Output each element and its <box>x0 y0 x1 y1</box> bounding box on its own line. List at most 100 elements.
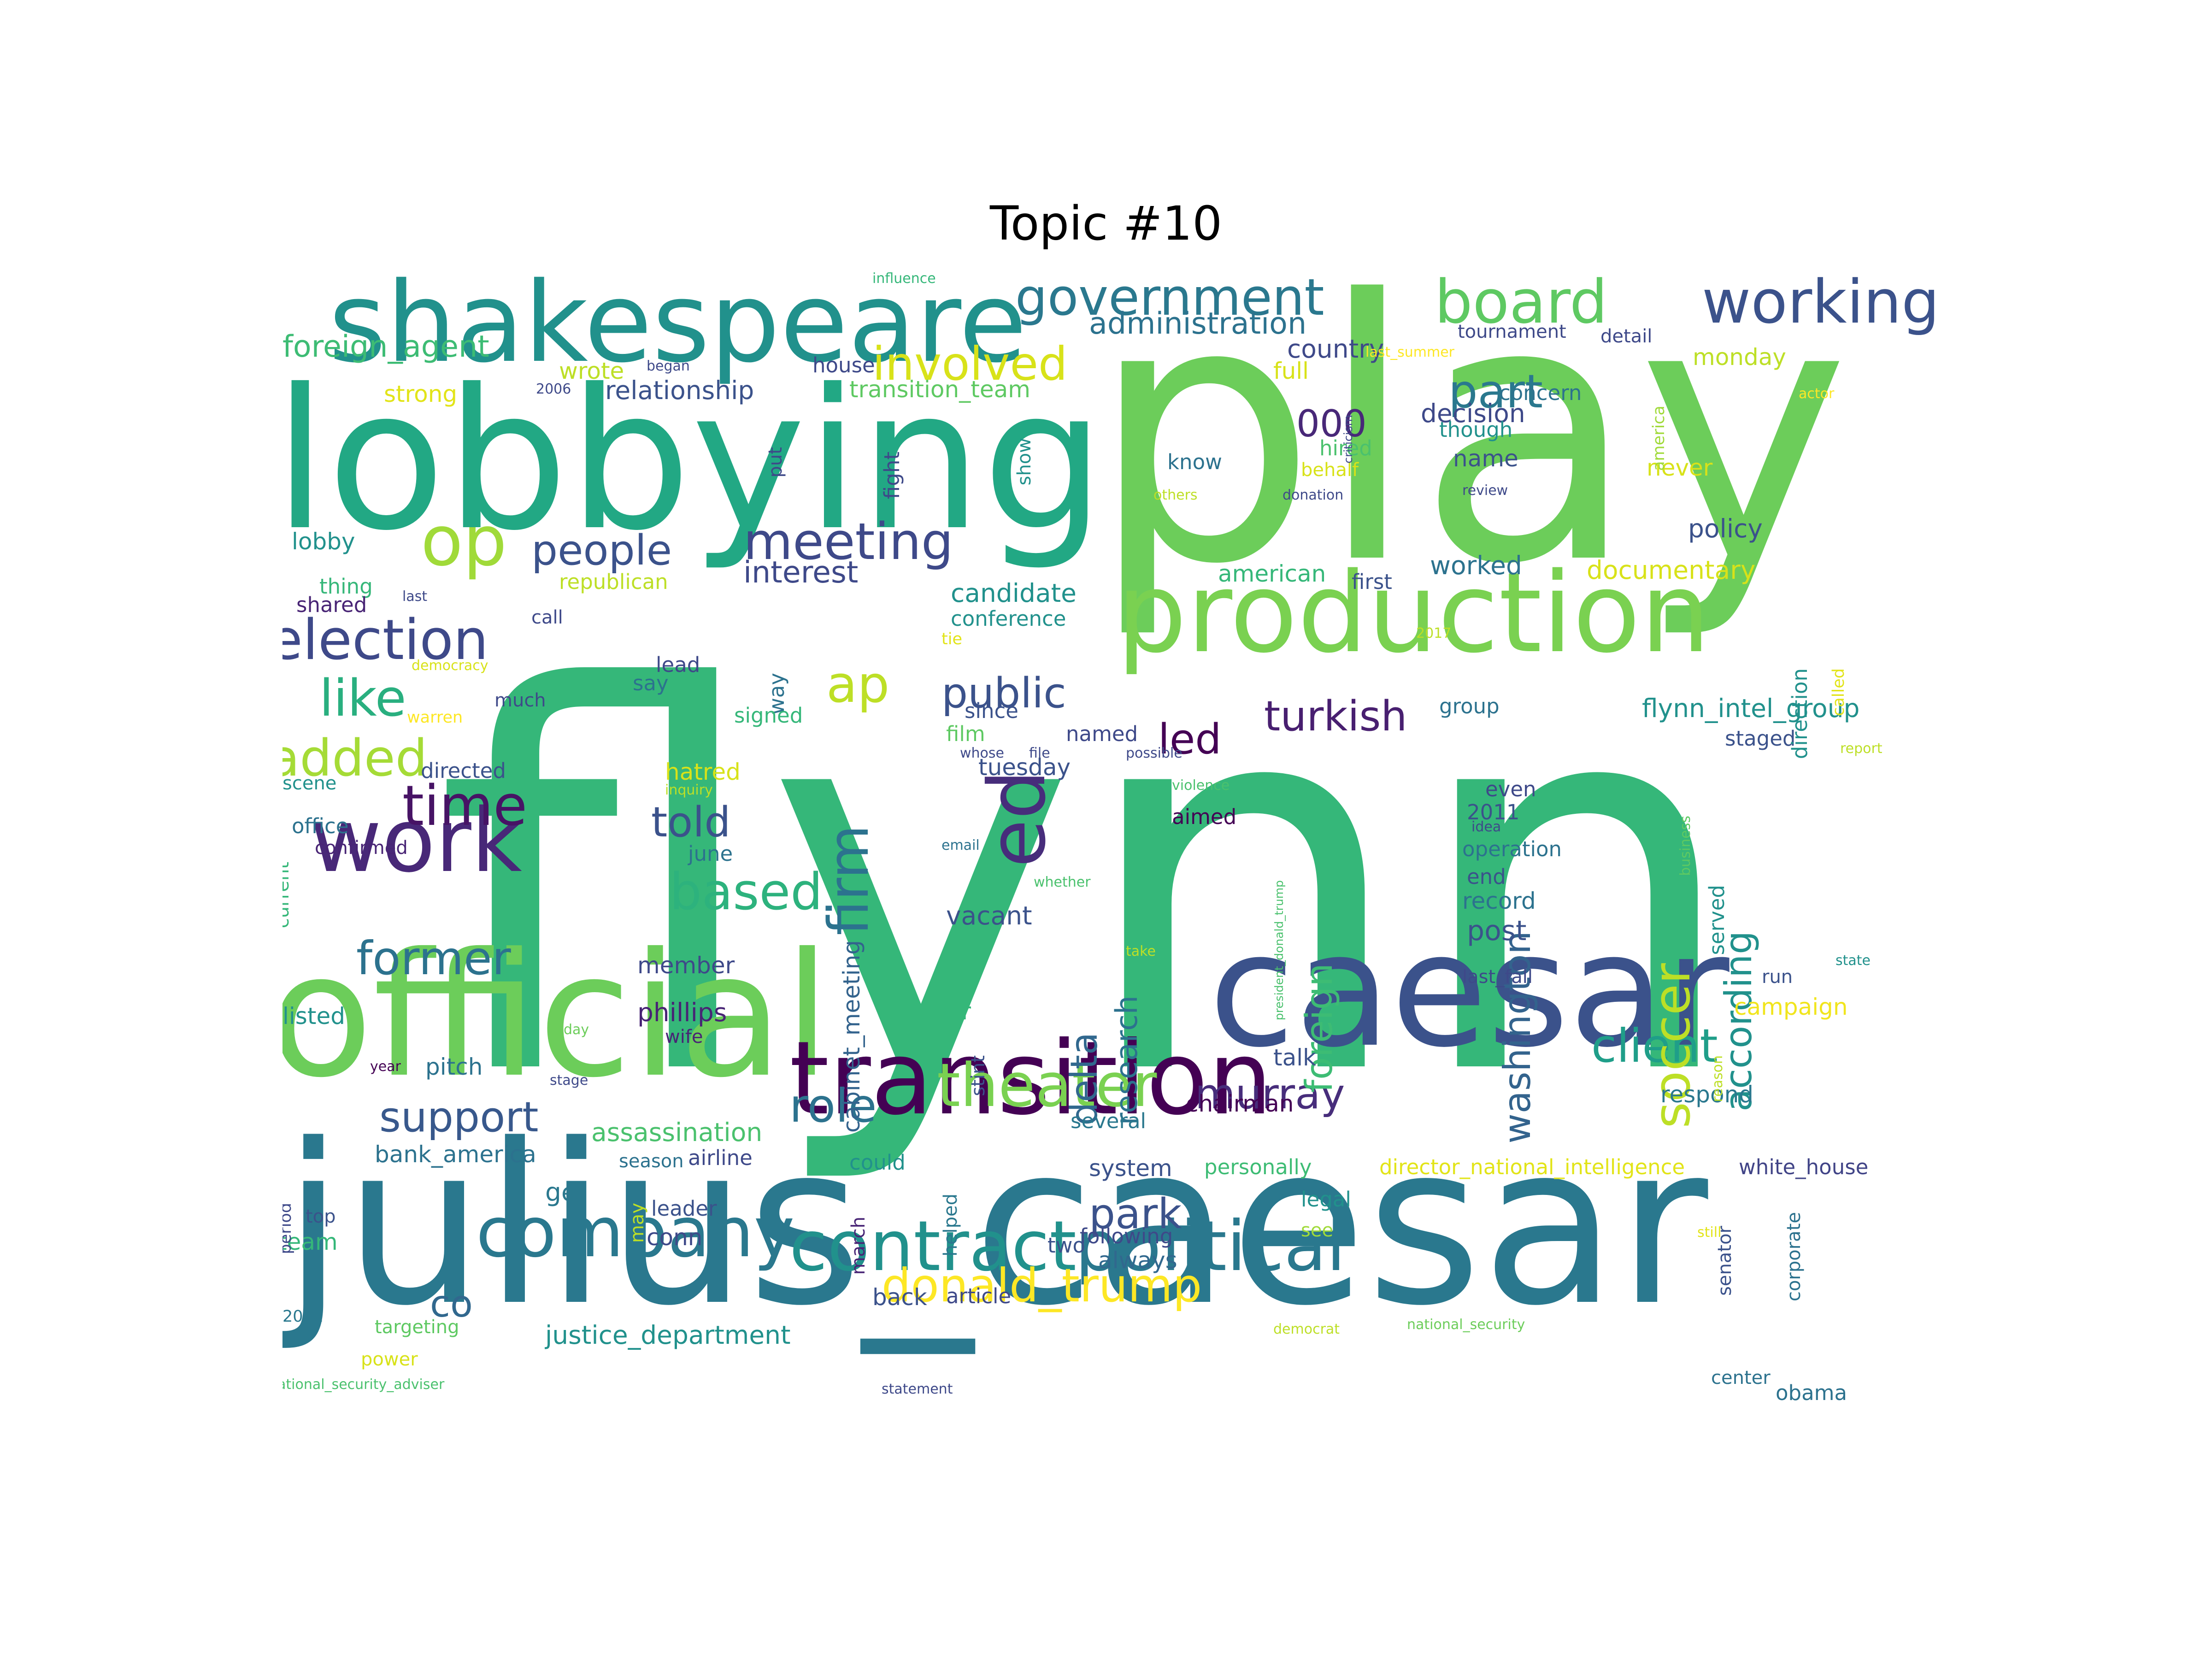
word-op: op <box>421 501 507 582</box>
word-official: official <box>282 917 831 1115</box>
word-people: people <box>531 526 672 575</box>
word-park: park <box>1089 1190 1182 1238</box>
word-ap: ap <box>826 655 890 714</box>
word-member: member <box>637 952 735 979</box>
word-talk: talk <box>1273 1044 1317 1071</box>
word-june: june <box>688 841 733 866</box>
word-following: following <box>1080 1224 1173 1248</box>
word-wife: wife <box>665 1026 703 1047</box>
word-chairman: chairman <box>1186 1090 1294 1117</box>
word-inquiry: inquiry <box>665 782 713 798</box>
word-article: article <box>946 1284 1012 1308</box>
word-named: named <box>1066 722 1138 746</box>
word-flynn-intel-group: flynn_intel_group <box>1642 694 1860 723</box>
word-strong: strong <box>384 381 458 407</box>
word-listed: listed <box>282 1003 345 1030</box>
word-hatred: hatred <box>665 759 741 785</box>
word-office: office <box>292 814 349 838</box>
word-power: power <box>361 1349 418 1370</box>
word-foreign: foreign <box>1298 963 1341 1093</box>
word-2006: 2006 <box>536 381 571 397</box>
word-donald-trump: donald_trump <box>882 1259 1202 1312</box>
word-others: others <box>1153 487 1198 503</box>
word-conference: conference <box>951 606 1066 631</box>
word-call: call <box>531 607 563 628</box>
word-warren: warren <box>407 708 463 727</box>
word-aimed: aimed <box>1172 805 1237 829</box>
word-government: government <box>1015 268 1324 327</box>
word-signed: signed <box>734 703 803 728</box>
word-directed: directed <box>421 759 506 783</box>
word-take: take <box>1126 943 1156 959</box>
word-based: based <box>670 862 823 921</box>
word-political: political <box>1075 1206 1346 1287</box>
word-influence: influence <box>872 271 936 287</box>
word-meeting: meeting <box>743 512 953 571</box>
word-system: system <box>1089 1155 1172 1182</box>
word-wrote: wrote <box>559 358 624 384</box>
word-candidate: candidate <box>951 578 1077 608</box>
figure-title: Topic #10 <box>989 196 1223 251</box>
word-behalf: behalf <box>1301 459 1359 481</box>
word-flynn: flynn <box>435 579 1742 1190</box>
word-lobby: lobby <box>292 528 355 555</box>
word-detail: detail <box>1600 326 1653 347</box>
word-policy: policy <box>1688 514 1763 543</box>
word-film: film <box>946 722 985 746</box>
word-obama: obama <box>1776 1381 1847 1405</box>
word-still: still <box>1697 1224 1722 1241</box>
word-national-security: national_security <box>1407 1317 1525 1333</box>
word-center: center <box>1711 1367 1771 1388</box>
word-documentary: documentary <box>1587 555 1756 585</box>
word-back: back <box>872 1284 927 1311</box>
word-staged: staged <box>1725 726 1796 751</box>
word-much: much <box>494 690 546 711</box>
word-group: group <box>1439 694 1500 718</box>
word-pitch: pitch <box>425 1053 483 1080</box>
word-shared: shared <box>296 593 367 617</box>
word-report: report <box>1840 741 1883 757</box>
word-say: say <box>633 671 669 695</box>
word-contract: contract <box>789 1206 1077 1287</box>
word-fight: fight <box>880 452 904 500</box>
word-board: board <box>1435 267 1608 337</box>
word-name: name <box>1453 445 1518 472</box>
word-stage: stage <box>550 1072 588 1088</box>
word-national-security-adviser: national_security_adviser <box>282 1377 445 1393</box>
word-last-fall: last_fall <box>1462 966 1533 988</box>
word-team: team <box>282 1229 338 1255</box>
word-legal: legal <box>1301 1187 1351 1212</box>
word-like: like <box>319 669 406 728</box>
word-relationship: relationship <box>605 376 754 405</box>
word-tuesday: tuesday <box>978 754 1071 781</box>
word-show: show <box>1014 438 1035 486</box>
word-idea: idea <box>1471 819 1501 835</box>
word-campaign: campaign <box>1734 994 1848 1020</box>
word-white-house: white_house <box>1739 1155 1869 1179</box>
word-whether: whether <box>1034 874 1091 890</box>
word-leader: leader <box>651 1196 717 1221</box>
word-turkish: turkish <box>1264 692 1407 741</box>
word-2017: 2017 <box>1416 625 1452 641</box>
word-first: first <box>1352 570 1392 594</box>
word-monday: monday <box>1693 344 1786 371</box>
word-washington: washington <box>1496 931 1539 1144</box>
word-theater: theater <box>937 1050 1157 1120</box>
word-year: year <box>370 1059 401 1075</box>
word-role: role <box>789 1079 877 1133</box>
word-administration: administration <box>1089 306 1307 341</box>
word-file: file <box>1029 745 1050 761</box>
word-president-donald-trump: president_donald_trump <box>1272 880 1286 1021</box>
word-decision: decision <box>1421 399 1525 428</box>
word-justice-department: justice_department <box>545 1320 791 1350</box>
word-business: business <box>1677 816 1694 876</box>
word-full: full <box>1273 358 1309 384</box>
word-even: even <box>1485 777 1536 801</box>
word-cloud: flynn play julius_caesar lobbying official ca… <box>282 263 1997 1424</box>
word-called: called <box>1830 668 1848 716</box>
word-donation: donation <box>1282 487 1344 503</box>
word-ed: ed <box>972 770 1063 868</box>
word-confirmed: confirmed <box>315 837 408 859</box>
word-house: house <box>812 353 875 377</box>
word-director-national-intelligence: director_national_intelligence <box>1379 1155 1685 1179</box>
